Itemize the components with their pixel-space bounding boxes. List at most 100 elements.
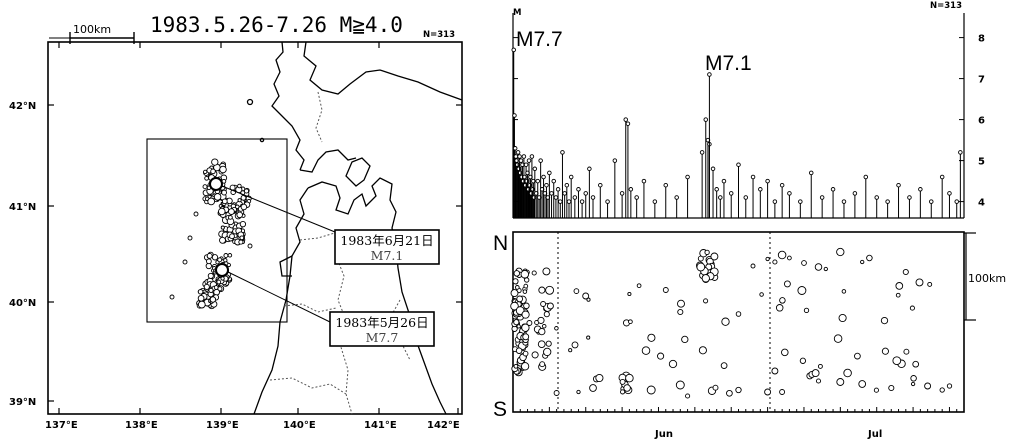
st-event <box>710 252 719 261</box>
st-event <box>726 389 733 397</box>
st-event <box>619 378 626 385</box>
st-event <box>843 368 852 378</box>
st-event <box>543 311 550 318</box>
mt-tick-label: 5 <box>978 157 985 168</box>
st-event <box>526 320 533 326</box>
st-event <box>703 298 709 304</box>
mt-point <box>516 166 522 172</box>
mt-point <box>954 199 959 204</box>
epicenter-dot <box>202 184 208 190</box>
st-event <box>721 317 730 326</box>
st-event <box>537 340 546 349</box>
callout-1-mag: M7.1 <box>371 248 404 263</box>
epicenter-dot <box>203 169 208 175</box>
mt-stems <box>511 47 963 218</box>
st-event <box>513 270 521 277</box>
st-event <box>515 347 523 354</box>
st-scale-bracket: 100km <box>964 232 1006 321</box>
st-event <box>641 346 651 355</box>
mt-point <box>907 195 912 200</box>
st-event <box>636 283 642 289</box>
lon-label-139: 139°E <box>206 420 239 431</box>
mt-point <box>852 191 858 196</box>
mt-point <box>572 195 578 200</box>
st-event <box>595 373 604 383</box>
magnitude-time-chart: M N=313 4 5 6 7 8 M7.7 M7.1 <box>511 1 985 219</box>
lon-label-140: 140°E <box>283 420 316 431</box>
map-scale-label: 100km <box>73 23 111 36</box>
st-event <box>516 324 521 329</box>
st-event <box>858 380 867 388</box>
mt-point <box>579 199 585 204</box>
mt-point <box>743 195 749 200</box>
mt-point <box>598 182 603 188</box>
epicenter-dot <box>239 220 247 228</box>
mt-point <box>623 117 629 122</box>
epicenter-dot <box>187 235 193 241</box>
epicenter-dot <box>226 262 231 268</box>
annotation-m71: M7.1 <box>705 52 752 75</box>
epicenter-dot <box>221 189 227 196</box>
st-event <box>866 254 873 262</box>
callout-2-mag: M7.7 <box>366 330 399 345</box>
st-event <box>545 340 552 347</box>
st-event <box>814 263 823 271</box>
mt-point <box>551 178 556 184</box>
epicenter-dot <box>239 235 245 241</box>
mt-point <box>605 199 610 204</box>
st-event <box>522 289 528 294</box>
mt-point <box>568 174 574 180</box>
st-event <box>571 341 579 349</box>
mt-point <box>576 187 581 192</box>
mt-point <box>560 150 565 155</box>
st-event <box>803 307 810 314</box>
mt-point <box>612 158 618 163</box>
st-event <box>520 269 530 279</box>
epicenter-dot <box>228 215 233 220</box>
mt-point <box>841 199 847 204</box>
st-event <box>589 384 597 392</box>
epicenter-dot <box>207 272 214 279</box>
epicenter-map: 1983.5.26-7.26 M≧4.0 N=313 100km <box>9 13 463 431</box>
st-event <box>662 287 669 293</box>
st-event <box>647 333 656 342</box>
month-label-jun: Jun <box>654 429 673 440</box>
lat-label-40: 40°N <box>9 298 36 309</box>
st-event <box>764 388 772 396</box>
mt-point <box>515 150 521 155</box>
st-event <box>946 383 953 389</box>
st-event <box>523 283 529 289</box>
st-event <box>910 381 916 387</box>
mt-point <box>512 113 517 118</box>
st-event <box>553 390 560 396</box>
epicenter-dot <box>209 296 217 303</box>
mt-point <box>583 191 588 196</box>
map-lat-ticks <box>48 104 462 402</box>
st-event <box>833 334 843 343</box>
mt-point <box>590 195 596 200</box>
st-event <box>888 384 895 392</box>
st-event <box>685 393 691 399</box>
st-event <box>628 319 633 325</box>
epicenter-dot <box>218 207 226 216</box>
mt-tick-label: 8 <box>978 34 985 45</box>
callout-m77: 1983年5月26日 M7.7 <box>329 311 435 347</box>
st-event <box>854 352 861 360</box>
mt-point <box>529 154 535 159</box>
st-event <box>799 357 807 364</box>
st-event <box>924 382 932 390</box>
epicenter-dot <box>216 279 222 285</box>
study-area-box <box>146 138 288 323</box>
st-event <box>545 285 555 295</box>
st-event <box>927 281 933 287</box>
mt-point <box>874 195 879 200</box>
mt-point <box>707 72 712 77</box>
map-title: 1983.5.26-7.26 M≧4.0 <box>150 13 403 37</box>
mt-point <box>544 182 549 188</box>
epicenter-dot <box>219 165 227 174</box>
mt-point <box>939 174 945 180</box>
st-event <box>568 348 573 353</box>
epicenter-dot <box>211 254 219 261</box>
st-event <box>522 350 529 357</box>
epicenter-dot <box>228 208 235 215</box>
